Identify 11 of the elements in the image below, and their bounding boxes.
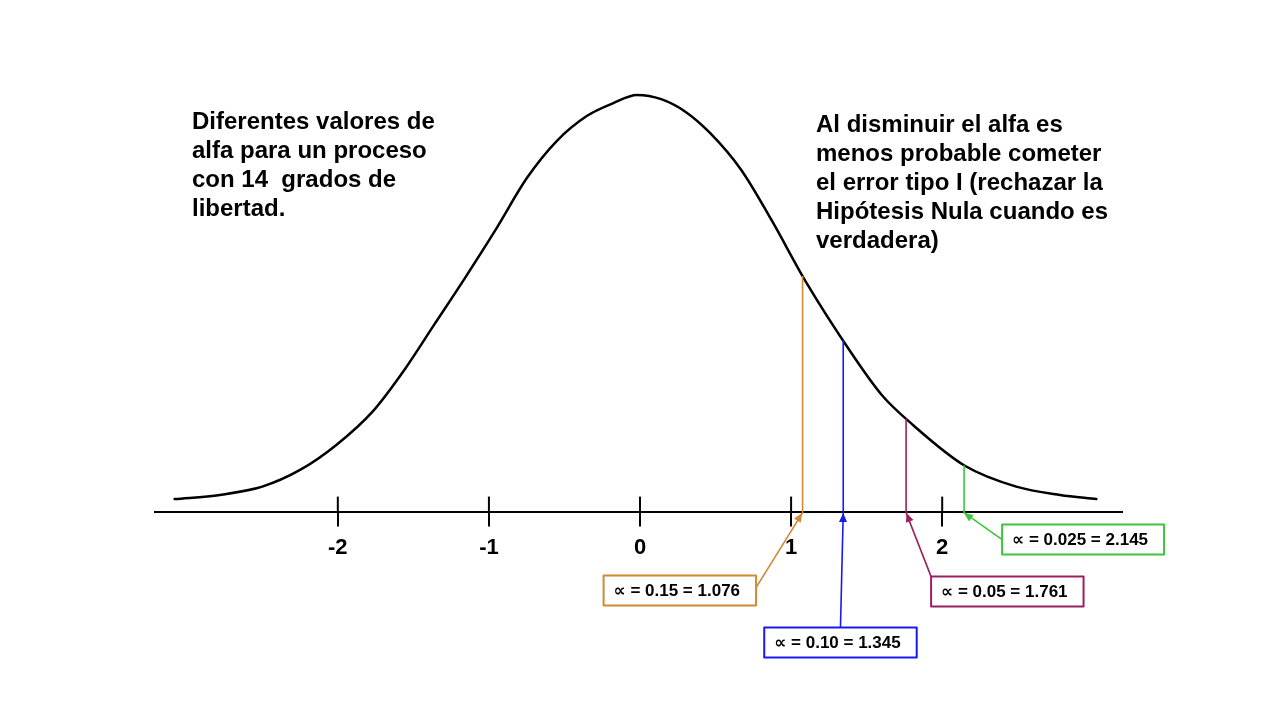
x-tick-label: 2 — [936, 533, 949, 559]
x-tick-label: 1 — [784, 533, 798, 559]
annotation: Diferentes valores de alfa para un proceso con 14 grados de libertad. — [192, 106, 435, 222]
ref-line-label: ∝ = 0.05 = 1.761 — [941, 582, 1068, 602]
annotation: Al disminuir el alfa es menos probable cometer el error tipo I (rechazar la Hipótesis Nula cuando es verdadera) — [816, 109, 1109, 254]
ref-line-label: ∝ = 0.15 = 1.076 — [613, 581, 741, 601]
ref-line-label: ∝ = 0.025 = 2.145 — [1012, 530, 1149, 550]
x-tick-label: -2 — [328, 533, 348, 559]
x-tick-label: -1 — [479, 533, 499, 559]
ref-line-label: ∝ = 0.10 = 1.345 — [774, 633, 901, 653]
x-tick-label: 0 — [633, 533, 647, 559]
